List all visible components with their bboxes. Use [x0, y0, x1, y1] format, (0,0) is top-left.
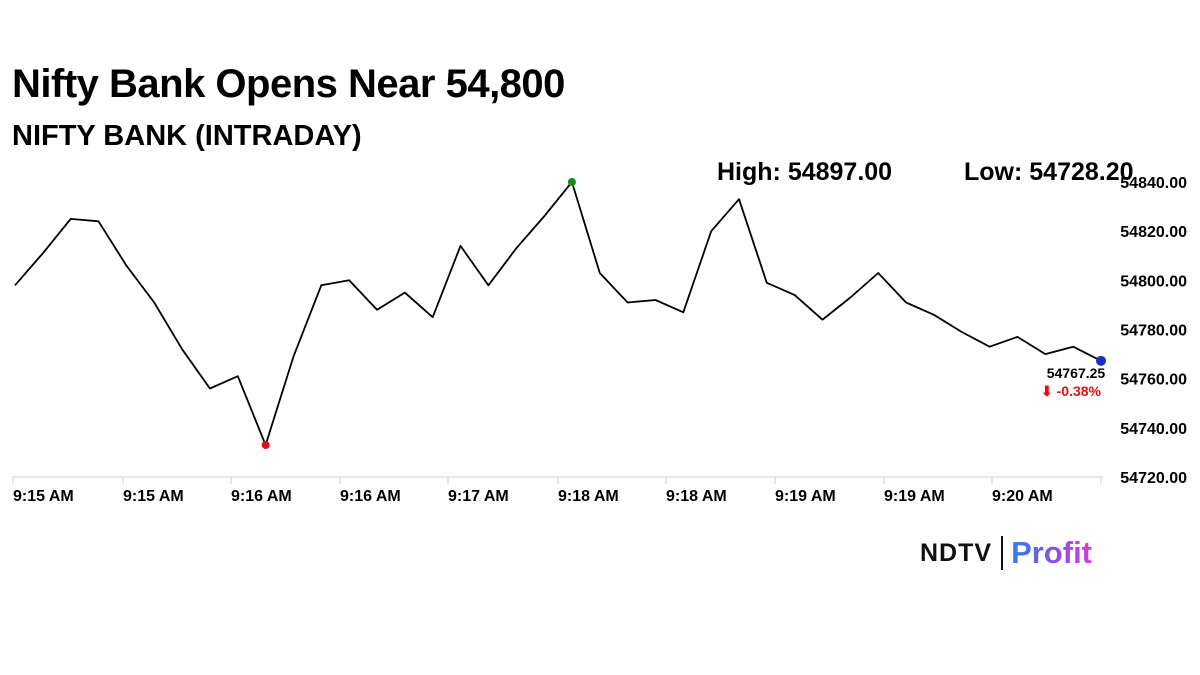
ndtv-logo-text: NDTV — [920, 538, 993, 567]
x-axis-labels: 9:15 AM 9:15 AM 9:16 AM 9:16 AM 9:17 AM 9:18 … — [13, 488, 1053, 505]
x-tick-label: 9:18 AM — [558, 488, 619, 505]
y-tick-label: 54720.00 — [1120, 470, 1187, 487]
y-tick-label: 54820.00 — [1120, 224, 1187, 241]
profit-logo-text: Profit — [1011, 535, 1092, 570]
x-tick-label: 9:16 AM — [231, 488, 292, 505]
x-tick-label: 9:20 AM — [992, 488, 1053, 505]
y-tick-label: 54760.00 — [1120, 372, 1187, 389]
y-tick-label: 54840.00 — [1120, 175, 1187, 192]
high-value-label: High: 54897.00 — [717, 158, 893, 186]
last-price-marker — [1096, 355, 1106, 366]
y-axis-labels: 54720.00 54740.00 54760.00 54780.00 54800.00… — [1120, 175, 1187, 487]
x-axis-ticks — [12, 477, 1102, 484]
price-line — [14, 181, 1102, 446]
last-price-label: 54767.25 — [1047, 365, 1106, 381]
low-value-label: Low: 54728.20 — [964, 158, 1134, 186]
page-title: Nifty Bank Opens Near 54,800 — [12, 62, 565, 106]
day-high-marker — [567, 178, 576, 186]
y-tick-label: 54780.00 — [1120, 323, 1187, 340]
x-tick-label: 9:15 AM — [123, 488, 184, 505]
x-tick-label: 9:18 AM — [666, 488, 727, 505]
y-tick-label: 54740.00 — [1120, 421, 1187, 438]
logo-divider — [1001, 536, 1004, 570]
y-tick-label: 54800.00 — [1120, 273, 1187, 290]
day-low-marker — [261, 441, 270, 450]
x-tick-label: 9:19 AM — [884, 488, 945, 505]
x-tick-label: 9:17 AM — [448, 488, 509, 505]
chart-subtitle: NIFTY BANK (INTRADAY) — [12, 120, 362, 152]
x-tick-label: 9:19 AM — [775, 488, 836, 505]
ndtv-profit-logo: NDTV Profit — [920, 535, 1092, 571]
change-percent-label: ⬇ -0.38% — [1041, 383, 1102, 399]
x-tick-label: 9:15 AM — [13, 488, 74, 505]
x-tick-label: 9:16 AM — [340, 488, 401, 505]
